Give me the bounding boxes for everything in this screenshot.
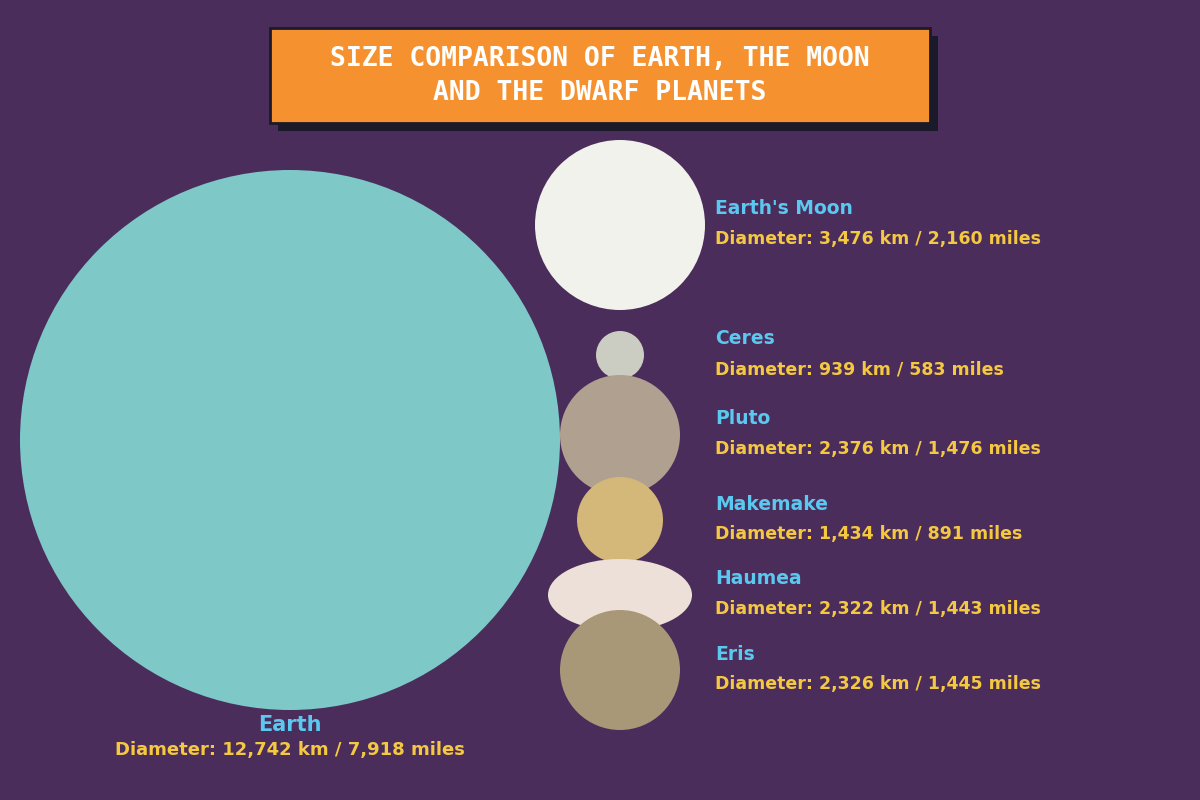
Text: Diameter: 3,476 km / 2,160 miles: Diameter: 3,476 km / 2,160 miles: [715, 230, 1042, 248]
Ellipse shape: [535, 140, 706, 310]
Text: Diameter: 1,434 km / 891 miles: Diameter: 1,434 km / 891 miles: [715, 525, 1022, 543]
Ellipse shape: [548, 559, 692, 631]
Text: Ceres: Ceres: [715, 330, 775, 349]
Ellipse shape: [596, 331, 644, 379]
Text: Diameter: 939 km / 583 miles: Diameter: 939 km / 583 miles: [715, 360, 1004, 378]
Text: Diameter: 2,326 km / 1,445 miles: Diameter: 2,326 km / 1,445 miles: [715, 675, 1042, 693]
FancyBboxPatch shape: [278, 36, 938, 131]
Text: Haumea: Haumea: [715, 570, 802, 589]
Text: Eris: Eris: [715, 645, 755, 663]
Text: Diameter: 2,376 km / 1,476 miles: Diameter: 2,376 km / 1,476 miles: [715, 440, 1040, 458]
Text: Pluto: Pluto: [715, 410, 770, 429]
FancyBboxPatch shape: [270, 28, 930, 123]
Ellipse shape: [560, 610, 680, 730]
Text: SIZE COMPARISON OF EARTH, THE MOON
AND THE DWARF PLANETS: SIZE COMPARISON OF EARTH, THE MOON AND T…: [330, 46, 870, 106]
Text: Diameter: 2,322 km / 1,443 miles: Diameter: 2,322 km / 1,443 miles: [715, 600, 1040, 618]
Text: Makemake: Makemake: [715, 494, 828, 514]
Ellipse shape: [577, 477, 662, 563]
Ellipse shape: [20, 170, 560, 710]
Text: Diameter: 12,742 km / 7,918 miles: Diameter: 12,742 km / 7,918 miles: [115, 741, 464, 759]
Ellipse shape: [560, 375, 680, 495]
Text: Earth's Moon: Earth's Moon: [715, 199, 853, 218]
Text: Earth: Earth: [258, 715, 322, 735]
